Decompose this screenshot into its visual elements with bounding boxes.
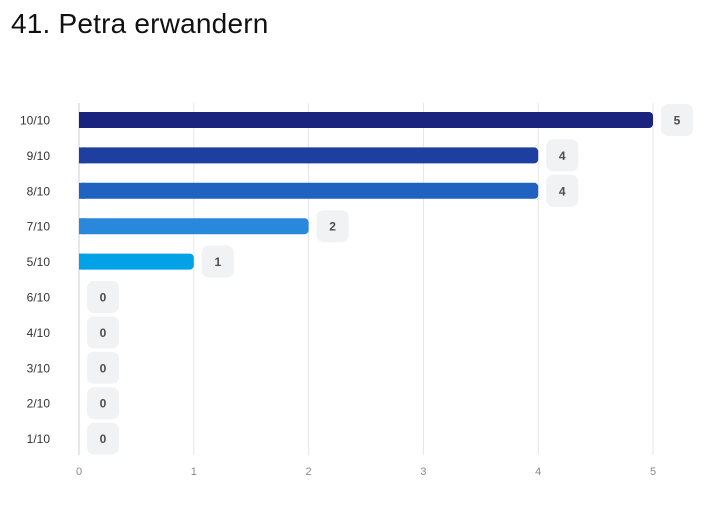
x-tick-label: 1 bbox=[191, 466, 197, 478]
value-label: 0 bbox=[100, 397, 107, 411]
value-badge bbox=[87, 422, 119, 455]
value-badge bbox=[661, 104, 693, 136]
bar[interactable] bbox=[79, 182, 539, 199]
value-label: 0 bbox=[100, 326, 107, 340]
value-label: 5 bbox=[674, 114, 681, 128]
x-tick-labels: 0 1 2 3 4 5 bbox=[76, 466, 656, 478]
value-badge bbox=[87, 316, 119, 349]
value-label: 4 bbox=[559, 184, 566, 198]
x-tick-label: 4 bbox=[535, 466, 541, 478]
category-label: 8/10 bbox=[27, 184, 51, 198]
value-badge bbox=[87, 351, 119, 384]
value-labels: 5 4 4 2 1 0 0 0 0 0 bbox=[87, 104, 693, 455]
category-label: 7/10 bbox=[27, 220, 51, 234]
bar-edge bbox=[79, 112, 85, 128]
category-label: 1/10 bbox=[27, 432, 51, 446]
value-label: 4 bbox=[559, 149, 566, 163]
value-label: 0 bbox=[100, 432, 107, 446]
value-badge bbox=[87, 387, 119, 420]
value-badge bbox=[316, 210, 349, 243]
bar-edge bbox=[79, 253, 85, 270]
x-tick-label: 5 bbox=[650, 466, 656, 478]
bar[interactable] bbox=[79, 147, 539, 164]
value-badge bbox=[546, 174, 579, 207]
x-tick-label: 2 bbox=[306, 466, 312, 478]
category-labels: 10/10 9/10 8/10 7/10 5/10 6/10 4/10 3/10 2/10 1/1… bbox=[20, 114, 50, 447]
value-badge bbox=[546, 139, 579, 172]
category-label: 3/10 bbox=[27, 361, 51, 375]
x-tick-label: 0 bbox=[76, 466, 82, 478]
value-badge bbox=[201, 245, 234, 278]
value-label: 1 bbox=[214, 255, 221, 269]
category-label: 6/10 bbox=[27, 291, 51, 305]
x-tick-label: 3 bbox=[420, 466, 426, 478]
bars bbox=[79, 112, 653, 270]
category-label: 10/10 bbox=[20, 114, 50, 128]
bar-edge bbox=[79, 147, 85, 164]
bar-edge bbox=[79, 218, 85, 235]
category-label: 5/10 bbox=[27, 255, 51, 269]
bar[interactable] bbox=[79, 112, 653, 128]
category-label: 4/10 bbox=[27, 326, 51, 340]
value-badge bbox=[87, 281, 119, 313]
bar[interactable] bbox=[79, 218, 309, 235]
bar-edge bbox=[79, 182, 85, 199]
value-label: 0 bbox=[100, 291, 107, 305]
value-label: 0 bbox=[100, 361, 107, 375]
category-label: 9/10 bbox=[27, 149, 51, 163]
bar[interactable] bbox=[79, 253, 194, 270]
category-label: 2/10 bbox=[27, 397, 51, 411]
chart-title: 41. Petra erwandern bbox=[11, 8, 269, 39]
value-label: 2 bbox=[329, 220, 336, 234]
